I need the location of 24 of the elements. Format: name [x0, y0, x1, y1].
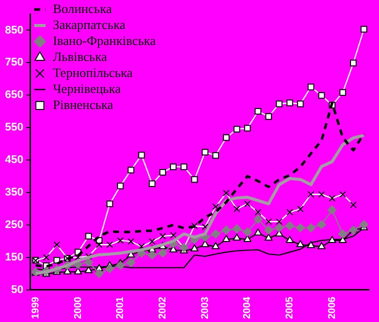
x-tick-label: 1999 — [30, 296, 42, 320]
x-tick-label: 2004 — [242, 296, 254, 320]
x-tick-label: 2006 — [326, 296, 338, 320]
legend-label: Волинська — [52, 0, 112, 16]
y-tick-label: 550 — [4, 122, 24, 134]
legend-label: Львівська — [52, 48, 108, 64]
y-tick-label: 150 — [4, 251, 24, 264]
y-tick-label: 450 — [4, 154, 24, 166]
legend-label: Чернівецька — [52, 80, 121, 96]
y-tick-label: 650 — [4, 89, 24, 102]
x-tick-label: 2005 — [284, 296, 296, 320]
x-tick-label: 2000 — [72, 296, 84, 320]
legend-label: Івано-Франківська — [52, 32, 156, 48]
x-tick-label: 2002 — [157, 296, 168, 320]
y-tick-label: 250 — [4, 218, 24, 231]
legend-label: Закарпатська — [52, 16, 126, 32]
y-tick-label: 850 — [4, 24, 24, 36]
y-tick-label: 50 — [11, 284, 24, 296]
y-tick-label: 750 — [4, 56, 24, 69]
legend-label: Рівненська — [52, 96, 114, 112]
legend-label: Тернопільська — [52, 64, 133, 80]
x-tick-label: 2003 — [200, 296, 211, 320]
x-tick-label: 2001 — [115, 296, 126, 320]
y-tick-label: 350 — [4, 186, 24, 198]
